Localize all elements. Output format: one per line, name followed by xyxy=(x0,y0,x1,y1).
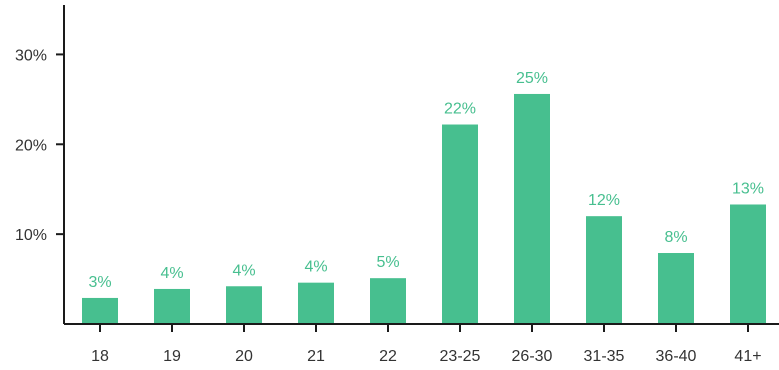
bar-value-label: 4% xyxy=(232,262,255,279)
bar-value-label: 4% xyxy=(160,265,183,282)
x-tick-label: 36-40 xyxy=(656,348,697,365)
bar xyxy=(226,286,262,324)
bar xyxy=(730,204,766,324)
bar-value-label: 5% xyxy=(376,254,399,271)
bar-value-label: 25% xyxy=(516,70,548,87)
bar xyxy=(658,253,694,324)
y-tick-label: 30% xyxy=(15,47,47,64)
bar-value-label: 22% xyxy=(444,101,476,118)
x-tick-label: 31-35 xyxy=(584,348,625,365)
y-tick-label: 10% xyxy=(15,227,47,244)
y-axis: 10% 20% 30% xyxy=(15,5,65,324)
bar xyxy=(514,93,550,324)
x-tick-label: 20 xyxy=(235,348,253,365)
x-tick-label: 18 xyxy=(91,348,109,365)
bar xyxy=(298,282,334,324)
x-tick-label: 26-30 xyxy=(512,348,553,365)
bars-group xyxy=(82,93,766,325)
x-tick-label: 22 xyxy=(379,348,397,365)
value-labels-group: 3% 4% 4% 4% 5% 22% 25% 12% 8% 13% xyxy=(88,70,764,291)
x-tick-label: 21 xyxy=(307,348,325,365)
x-tick-label: 23-25 xyxy=(440,348,481,365)
bar xyxy=(82,297,118,324)
bar xyxy=(370,278,406,324)
x-tick-label: 41+ xyxy=(734,348,761,365)
bar-value-label: 12% xyxy=(588,192,620,209)
y-tick-label: 20% xyxy=(15,137,47,154)
x-tick-label: 19 xyxy=(163,348,181,365)
bar xyxy=(442,124,478,325)
x-axis: 18 19 20 21 22 23-25 26-30 31-35 36-40 41+ xyxy=(64,323,779,365)
bar-value-label: 8% xyxy=(664,229,687,246)
bar-value-label: 13% xyxy=(732,180,764,197)
bar-value-label: 4% xyxy=(304,259,327,276)
bar-value-label: 3% xyxy=(88,274,111,291)
bar xyxy=(586,216,622,324)
bar xyxy=(154,288,190,324)
